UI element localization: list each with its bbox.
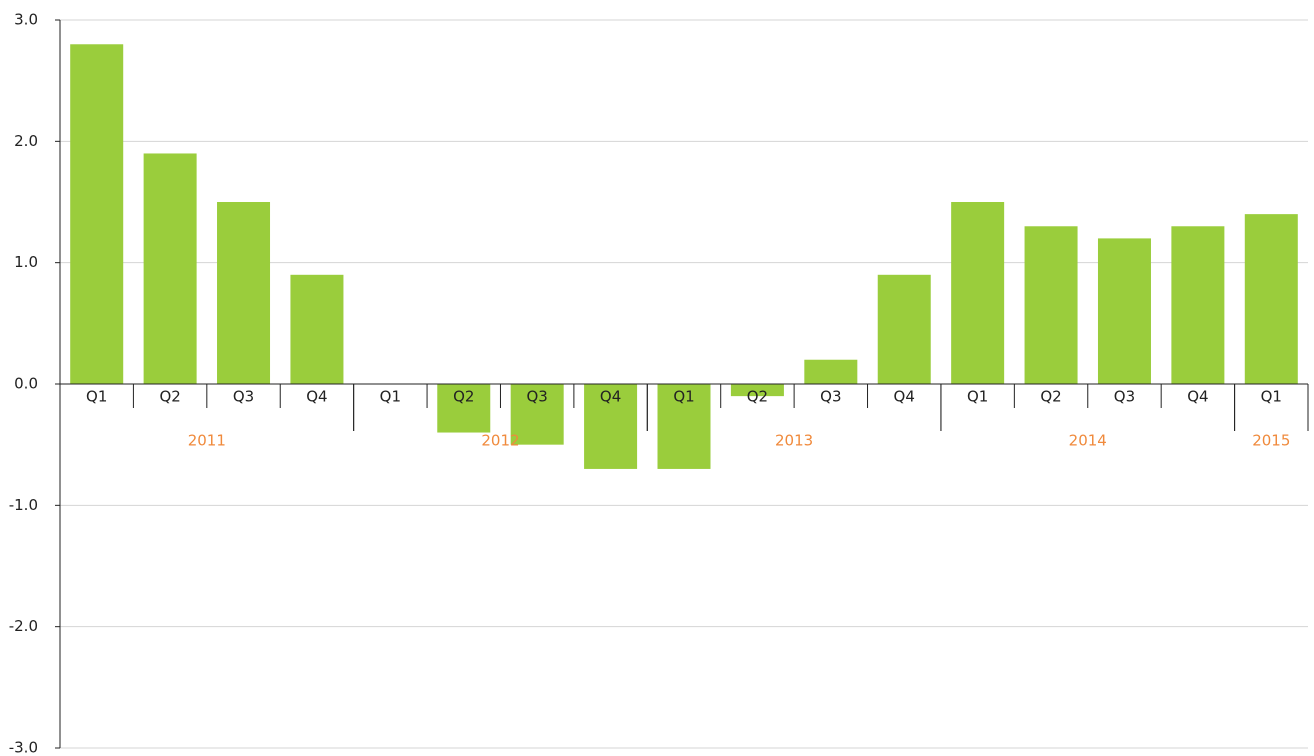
- x-tick-label: Q2: [159, 388, 180, 406]
- x-tick-label: Q4: [1187, 388, 1208, 406]
- x-tick-label: Q3: [820, 388, 841, 406]
- y-tick-label: -3.0: [9, 739, 38, 756]
- group-label: 2015: [1252, 432, 1290, 450]
- bar: [951, 202, 1005, 384]
- group-label: 2013: [775, 432, 813, 450]
- bar: [290, 274, 344, 384]
- bar: [1244, 214, 1298, 384]
- x-tick-label: Q4: [600, 388, 621, 406]
- bar: [804, 359, 858, 384]
- x-tick-label: Q1: [380, 388, 401, 406]
- group-label: 2011: [188, 432, 226, 450]
- bar: [877, 274, 931, 384]
- x-tick-label: Q1: [967, 388, 988, 406]
- x-tick-label: Q1: [1261, 388, 1282, 406]
- x-tick-label: Q3: [526, 388, 547, 406]
- x-tick-label: Q1: [86, 388, 107, 406]
- x-tick-label: Q3: [1114, 388, 1135, 406]
- x-tick-label: Q1: [673, 388, 694, 406]
- x-tick-label: Q2: [453, 388, 474, 406]
- y-tick-label: 0.0: [14, 375, 38, 393]
- bar: [143, 153, 197, 384]
- x-tick-label: Q3: [233, 388, 254, 406]
- bar: [584, 384, 638, 469]
- group-label: 2014: [1069, 432, 1107, 450]
- y-tick-label: 1.0: [14, 253, 38, 271]
- x-tick-label: Q4: [306, 388, 327, 406]
- y-tick-label: 2.0: [14, 132, 38, 150]
- bar: [1171, 226, 1225, 384]
- y-tick-label: 3.0: [14, 11, 38, 29]
- bar: [70, 44, 124, 385]
- bar: [657, 384, 711, 469]
- x-tick-label: Q4: [894, 388, 915, 406]
- x-tick-label: Q2: [747, 388, 768, 406]
- y-tick-label: -2.0: [9, 617, 38, 635]
- group-label: 2012: [481, 432, 519, 450]
- bar: [510, 384, 564, 445]
- bar: [1024, 226, 1078, 384]
- x-tick-label: Q2: [1040, 388, 1061, 406]
- bar: [437, 384, 491, 433]
- bar: [730, 384, 784, 397]
- bar: [217, 202, 271, 384]
- y-tick-label: -1.0: [9, 496, 38, 514]
- bar: [1097, 238, 1151, 384]
